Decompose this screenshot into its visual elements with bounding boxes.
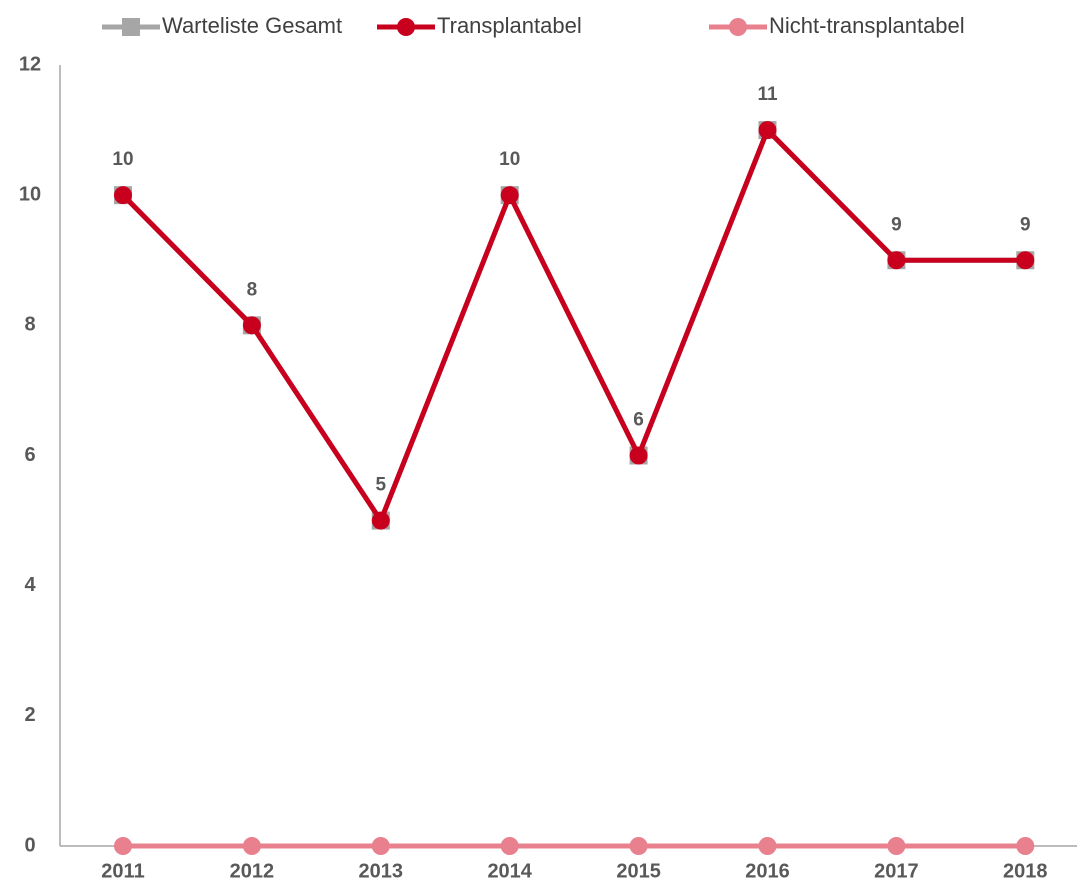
y-tick-label: 2 xyxy=(24,704,35,726)
legend-marker xyxy=(729,18,747,36)
x-tick-label: 2016 xyxy=(745,860,790,882)
y-tick-label: 6 xyxy=(24,444,35,466)
x-tick-label: 2018 xyxy=(1003,860,1048,882)
data-label: 10 xyxy=(112,149,133,170)
legend-marker xyxy=(397,18,415,36)
data-point xyxy=(758,121,777,140)
legend-marker xyxy=(122,18,140,36)
data-point xyxy=(887,837,906,855)
x-tick-label: 2017 xyxy=(874,860,919,882)
y-tick-label: 8 xyxy=(24,314,35,336)
data-point xyxy=(371,837,390,855)
x-tick-label: 2012 xyxy=(230,860,275,882)
data-point xyxy=(887,251,906,270)
data-point xyxy=(758,837,777,855)
data-point xyxy=(1016,251,1035,270)
x-tick-label: 2014 xyxy=(487,860,532,882)
y-tick-label: 10 xyxy=(19,183,41,205)
x-tick-label: 2011 xyxy=(101,860,144,882)
y-tick-label: 4 xyxy=(24,574,36,596)
data-point xyxy=(1016,837,1035,855)
data-label: 11 xyxy=(757,84,778,105)
data-point xyxy=(629,837,648,855)
data-point xyxy=(114,186,132,205)
x-tick-label: 2015 xyxy=(616,860,661,882)
legend-label: Nicht-transplantabel xyxy=(769,13,965,38)
data-point xyxy=(371,511,390,530)
y-tick-label: 12 xyxy=(19,53,41,75)
data-point xyxy=(629,446,648,465)
data-label: 9 xyxy=(1020,214,1031,235)
data-point xyxy=(242,837,261,855)
data-label: 5 xyxy=(376,475,387,496)
data-label: 8 xyxy=(247,279,258,300)
data-point xyxy=(242,316,261,335)
data-point xyxy=(114,837,132,855)
legend-label: Warteliste Gesamt xyxy=(162,13,342,38)
data-label: 10 xyxy=(499,149,520,170)
legend-label: Transplantabel xyxy=(437,13,582,38)
data-point xyxy=(500,186,519,205)
x-tick-label: 2013 xyxy=(359,860,404,882)
data-point xyxy=(500,837,519,855)
series-line xyxy=(121,125,1026,526)
data-label: 6 xyxy=(633,410,644,431)
y-tick-label: 0 xyxy=(24,834,35,856)
data-label: 9 xyxy=(891,214,902,235)
